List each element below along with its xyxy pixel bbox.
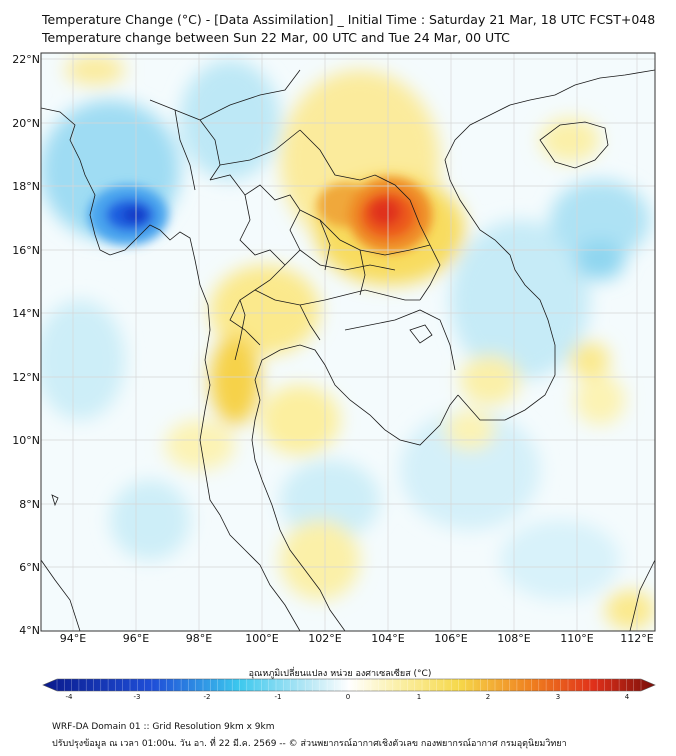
colorbar-tick: -2 bbox=[203, 693, 211, 701]
footer-domain-info: WRF-DA Domain 01 :: Grid Resolution 9km … bbox=[52, 722, 275, 732]
colorbar-tick: 2 bbox=[485, 693, 491, 701]
map-title: Temperature Change (°C) - [Data Assimila… bbox=[42, 12, 656, 27]
lat-label-18n: 18°N bbox=[12, 180, 40, 193]
map-subtitle: Temperature change between Sun 22 Mar, 0… bbox=[42, 30, 510, 45]
footer-update-info: ปรับปรุงข้อมูล ณ เวลา 01:00น. วัน อา. ที… bbox=[52, 739, 567, 749]
lon-label-100e: 100°E bbox=[245, 632, 279, 645]
lat-label-4n: 4°N bbox=[19, 624, 40, 637]
plot-frame bbox=[40, 52, 656, 632]
lat-label-10n: 10°N bbox=[12, 434, 40, 447]
temperature-field bbox=[41, 53, 655, 631]
colorbar-tick: 1 bbox=[416, 693, 422, 701]
lat-label-22n: 22°N bbox=[12, 53, 40, 66]
lon-label-98e: 98°E bbox=[185, 632, 213, 645]
lon-label-102e: 102°E bbox=[308, 632, 342, 645]
lat-label-6n: 6°N bbox=[19, 561, 40, 574]
lat-label-8n: 8°N bbox=[19, 498, 40, 511]
lat-label-14n: 14°N bbox=[12, 307, 40, 320]
colorbar-tick: 0 bbox=[345, 693, 351, 701]
colorbar-tick: -4 bbox=[65, 693, 73, 701]
lon-label-94e: 94°E bbox=[59, 632, 87, 645]
lon-label-96e: 96°E bbox=[122, 632, 150, 645]
colorbar-tick: 3 bbox=[555, 693, 561, 701]
lon-label-108e: 108°E bbox=[497, 632, 531, 645]
colorbar-tick: -1 bbox=[274, 693, 282, 701]
lon-label-106e: 106°E bbox=[434, 632, 468, 645]
lon-label-104e: 104°E bbox=[371, 632, 405, 645]
coastlines-and-borders bbox=[41, 69, 655, 631]
lat-lon-grid bbox=[41, 53, 655, 631]
lon-label-110e: 110°E bbox=[560, 632, 594, 645]
lat-label-20n: 20°N bbox=[12, 117, 40, 130]
lat-label-16n: 16°N bbox=[12, 244, 40, 257]
colorbar-tick: 4 bbox=[624, 693, 630, 701]
colorbar bbox=[42, 678, 656, 692]
lon-label-112e: 112°E bbox=[620, 632, 654, 645]
colorbar-label: อุณหภูมิเปลี่ยนแปลง หน่วย องศาเซลเซียส (… bbox=[248, 669, 432, 679]
colorbar-tick: -3 bbox=[133, 693, 141, 701]
lat-label-12n: 12°N bbox=[12, 371, 40, 384]
